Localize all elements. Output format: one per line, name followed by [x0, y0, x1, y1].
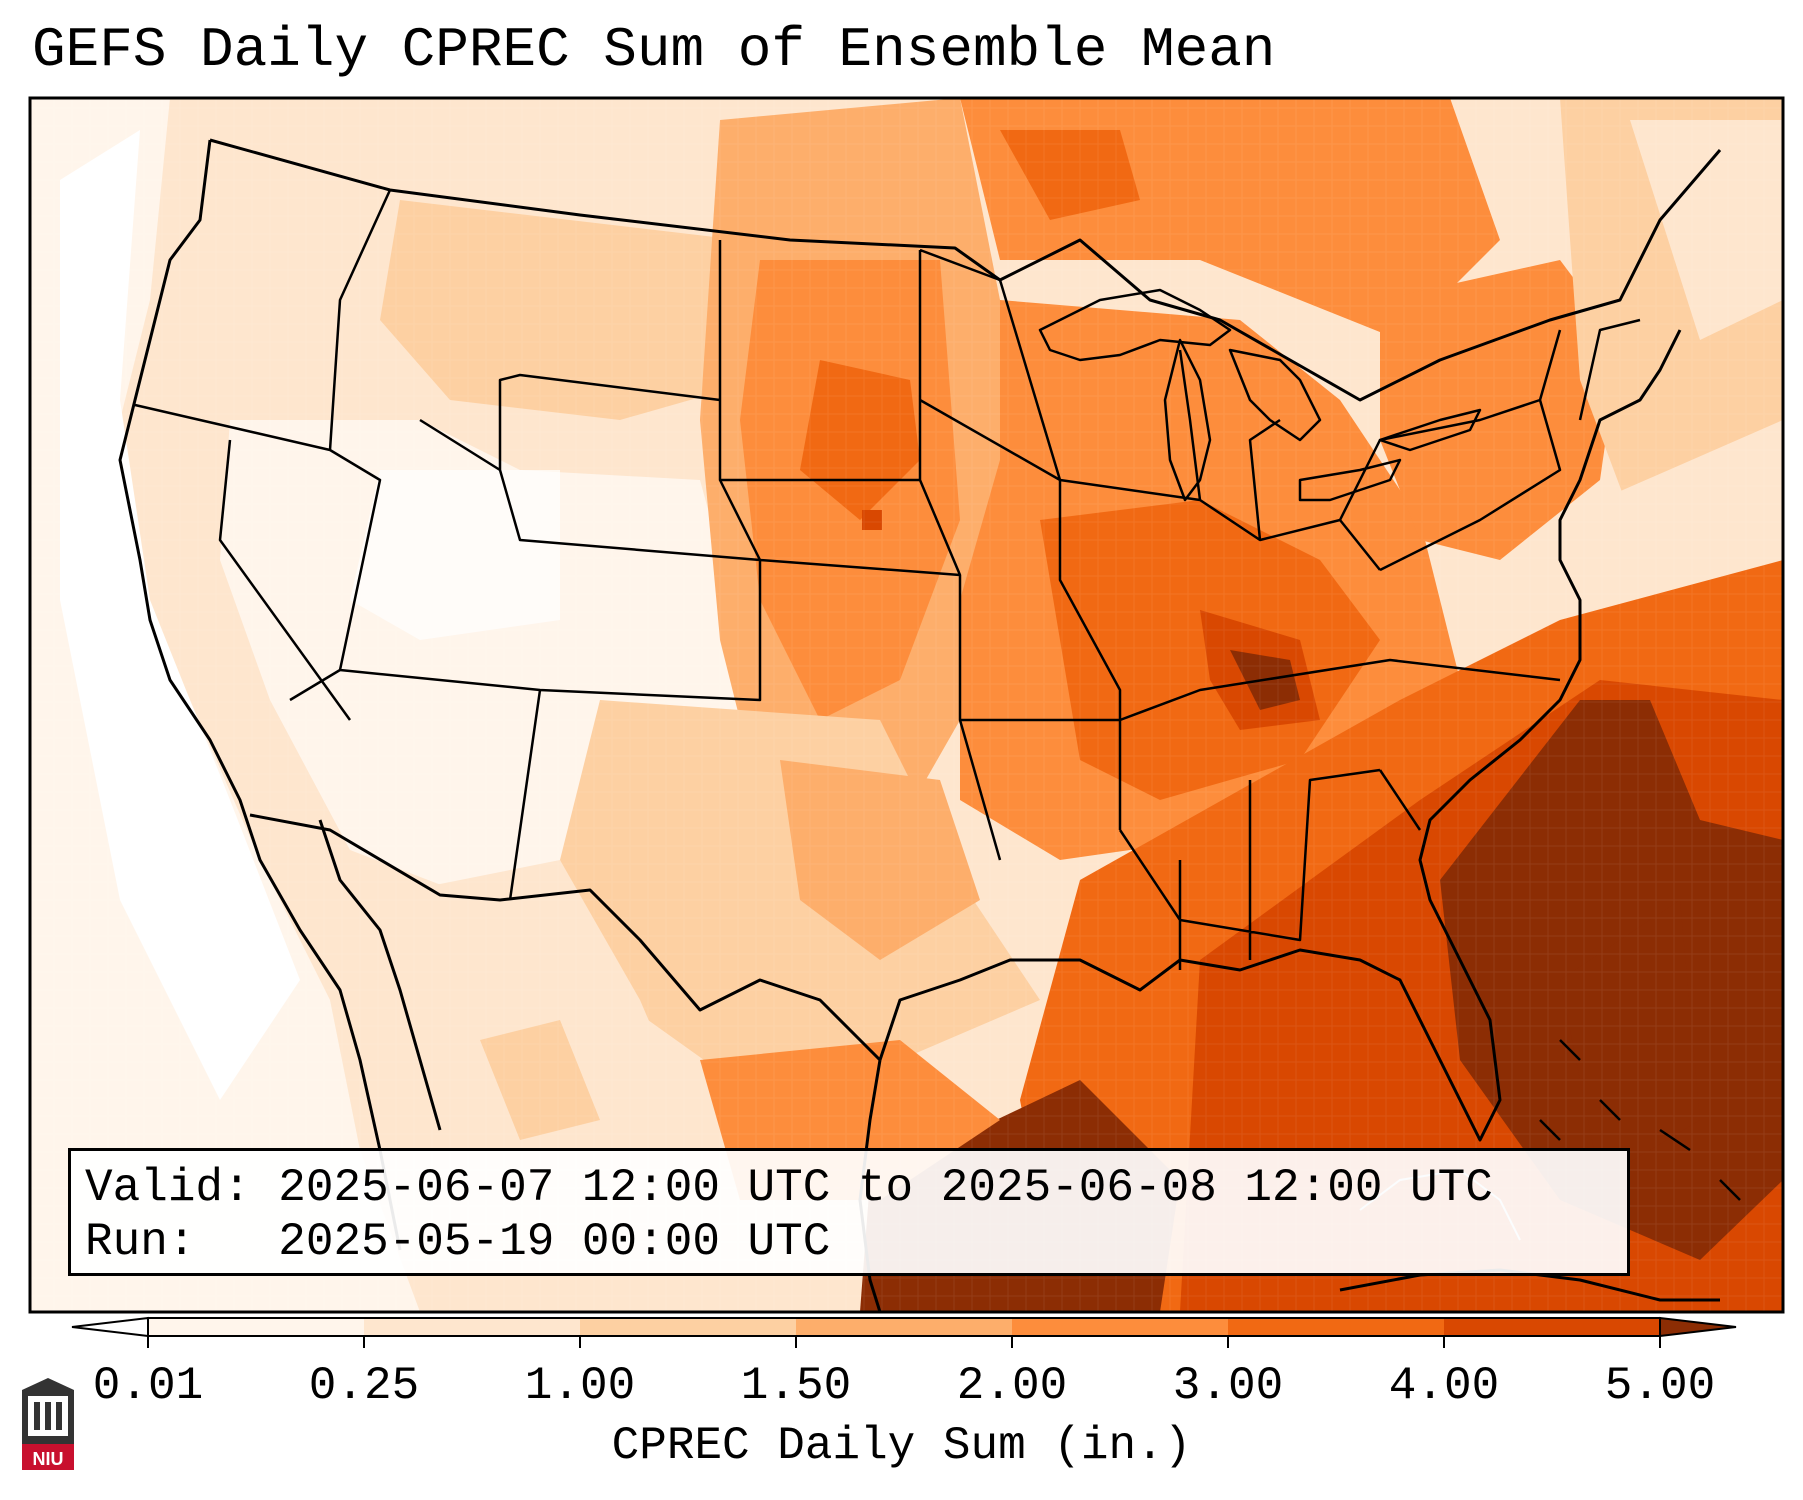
mexico-border: [249, 813, 882, 1062]
colorbar: [71, 1316, 1737, 1348]
colorbar-extend-min: [71, 1316, 149, 1338]
gulf-coast: [878, 329, 1682, 1142]
valid-value: 2025-06-07 12:00 UTC to 2025-06-08 12:00…: [278, 1162, 1493, 1214]
info-box: Valid: 2025-06-07 12:00 UTC to 2025-06-0…: [68, 1148, 1630, 1276]
tick-label: 1.50: [740, 1360, 852, 1412]
canada-border: [209, 138, 1722, 402]
tick-label: 2.00: [956, 1360, 1068, 1412]
tick-label: 1.00: [524, 1360, 636, 1412]
valid-label: Valid:: [85, 1162, 251, 1214]
niu-logo: [22, 1378, 74, 1470]
colorbar-ticks: [147, 1336, 1661, 1348]
colorbar-extend-max: [1659, 1316, 1737, 1338]
tick-label: 4.00: [1388, 1360, 1500, 1412]
tick-label: 0.25: [308, 1360, 420, 1412]
colorbar-segment-5: [1012, 1318, 1228, 1336]
run-label: Run:: [85, 1216, 196, 1268]
run-line: Run: 2025-05-19 00:00 UTC: [85, 1215, 1613, 1269]
tick-label: 5.00: [1604, 1360, 1716, 1412]
niu-logo-text: NIU: [33, 1449, 64, 1469]
west-coast: [118, 139, 402, 1251]
tick-label: 3.00: [1172, 1360, 1284, 1412]
valid-line: Valid: 2025-06-07 12:00 UTC to 2025-06-0…: [85, 1161, 1613, 1215]
page-title: GEFS Daily CPREC Sum of Ensemble Mean: [32, 18, 1276, 82]
great-lakes: [1038, 288, 1482, 502]
colorbar-segment-7: [1444, 1318, 1660, 1336]
bahamas: [1539, 1039, 1741, 1201]
colorbar-segment-1: [148, 1318, 364, 1336]
colorbar-segment-2: [364, 1318, 580, 1336]
colorbar-segment-4: [796, 1318, 1012, 1336]
map-frame: [28, 96, 1785, 1314]
baja-coast: [318, 819, 442, 1131]
colorbar-segment-3: [580, 1318, 796, 1336]
colorbar-label: CPREC Daily Sum (in.): [611, 1420, 1192, 1472]
run-value: 2025-05-19 00:00 UTC: [278, 1216, 831, 1268]
colorbar-outline: [147, 1317, 1661, 1337]
tick-label: 0.01: [92, 1360, 204, 1412]
colorbar-segment-6: [1228, 1318, 1444, 1336]
state-lines: [134, 189, 1641, 970]
precip-field: [30, 98, 1783, 1312]
